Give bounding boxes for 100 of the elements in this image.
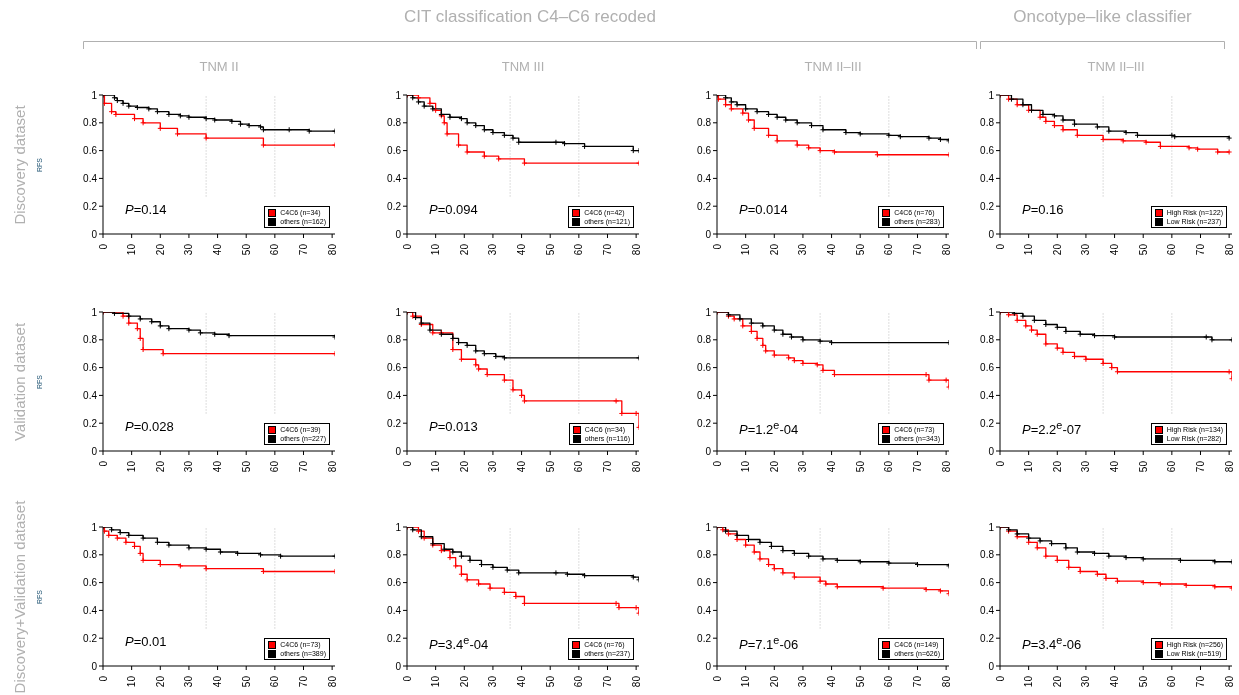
x-tick-label: 10 bbox=[1023, 243, 1035, 256]
x-tick-label: 40 bbox=[1109, 675, 1121, 688]
x-tick-label: 50 bbox=[1137, 460, 1149, 473]
y-tick-label: 0.2 bbox=[387, 632, 402, 644]
x-tick-label: 80 bbox=[1223, 243, 1235, 256]
x-tick-label: 0 bbox=[401, 675, 413, 682]
x-tick-label: 80 bbox=[940, 243, 952, 256]
y-tick-label: 0.4 bbox=[697, 604, 712, 616]
x-tick-label: 70 bbox=[601, 243, 613, 256]
x-tick-label: 30 bbox=[183, 243, 195, 256]
y-tick-label: 0.6 bbox=[697, 145, 712, 157]
x-tick-label: 20 bbox=[154, 675, 166, 688]
x-tick-label: 50 bbox=[240, 243, 252, 256]
y-tick-label: 0 bbox=[91, 445, 98, 457]
x-tick-label: 10 bbox=[126, 675, 138, 688]
y-tick-label: 0.4 bbox=[697, 172, 712, 184]
y-tick-label: 0 bbox=[395, 660, 402, 672]
y-tick-label: 1 bbox=[91, 89, 98, 101]
x-tick-label: 50 bbox=[544, 243, 556, 256]
y-tick-label: 0.6 bbox=[387, 577, 402, 589]
x-tick-label: 60 bbox=[269, 460, 281, 473]
y-tick-label: 0.2 bbox=[980, 632, 995, 644]
chart-title: TNM III bbox=[501, 59, 545, 74]
y-tick-label: 0 bbox=[705, 228, 712, 240]
y-tick-label: 0.4 bbox=[387, 604, 402, 616]
x-tick-label: 60 bbox=[883, 243, 895, 256]
x-tick-label: 60 bbox=[883, 460, 895, 473]
y-tick-label: 1 bbox=[395, 89, 402, 101]
annotation: P=2.2$^{e}$-07 bbox=[1022, 419, 1082, 438]
annotation: P=0.094 bbox=[429, 202, 478, 217]
y-tick-label: 0 bbox=[988, 228, 995, 240]
y-tick-label: 0.2 bbox=[83, 200, 98, 212]
x-tick-label: 50 bbox=[854, 675, 866, 688]
y-tick-label: 0.6 bbox=[387, 362, 402, 374]
x-tick-label: 40 bbox=[1109, 460, 1121, 473]
y-tick-label: 0.6 bbox=[980, 362, 995, 374]
x-tick-label: 80 bbox=[326, 243, 338, 256]
x-tick-label: 30 bbox=[797, 243, 809, 256]
x-tick-label: 30 bbox=[487, 675, 499, 688]
x-tick-label: 70 bbox=[911, 243, 923, 256]
annotation: P=0.01 bbox=[125, 634, 167, 649]
y-tick-label: 1 bbox=[988, 306, 995, 318]
annotation: P=0.14 bbox=[125, 202, 167, 217]
x-tick-label: 0 bbox=[401, 460, 413, 467]
y-tick-label: 0.8 bbox=[697, 117, 712, 129]
x-tick-label: 20 bbox=[768, 460, 780, 473]
x-tick-label: 80 bbox=[630, 460, 642, 473]
y-tick-label: 0 bbox=[395, 228, 402, 240]
x-tick-label: 40 bbox=[516, 460, 528, 473]
x-tick-label: 10 bbox=[126, 460, 138, 473]
x-tick-label: 80 bbox=[1223, 460, 1235, 473]
y-tick-label: 0.4 bbox=[697, 389, 712, 401]
x-tick-label: 80 bbox=[630, 243, 642, 256]
y-tick-label: 0.6 bbox=[980, 577, 995, 589]
y-tick-label: 0.6 bbox=[83, 362, 98, 374]
x-tick-label: 10 bbox=[430, 460, 442, 473]
x-tick-label: 40 bbox=[826, 243, 838, 256]
x-tick-label: 20 bbox=[154, 460, 166, 473]
x-tick-label: 50 bbox=[240, 675, 252, 688]
y-tick-label: 0.8 bbox=[83, 334, 98, 346]
x-tick-label: 70 bbox=[601, 460, 613, 473]
chart-title: TNM II–III bbox=[804, 59, 862, 74]
y-tick-label: 0.2 bbox=[980, 417, 995, 429]
x-tick-label: 60 bbox=[269, 243, 281, 256]
text: Validation dataset bbox=[10, 322, 28, 441]
x-tick-label: 80 bbox=[326, 675, 338, 688]
y-tick-label: 1 bbox=[395, 521, 402, 533]
x-tick-label: 10 bbox=[1023, 460, 1035, 473]
x-tick-label: 30 bbox=[487, 460, 499, 473]
x-tick-label: 0 bbox=[401, 243, 413, 250]
y-tick-label: 0.4 bbox=[83, 604, 98, 616]
x-tick-label: 0 bbox=[994, 243, 1006, 250]
x-tick-label: 30 bbox=[487, 243, 499, 256]
text: Oncotype–like classifier bbox=[1013, 7, 1192, 26]
y-tick-label: 0.8 bbox=[387, 117, 402, 129]
annotation: P=0.013 bbox=[429, 419, 478, 434]
x-tick-label: 50 bbox=[854, 243, 866, 256]
x-tick-label: 80 bbox=[1223, 675, 1235, 688]
x-tick-label: 10 bbox=[430, 243, 442, 256]
x-tick-label: 0 bbox=[711, 460, 723, 467]
y-tick-label: 0.8 bbox=[980, 334, 995, 346]
y-tick-label: 0.8 bbox=[83, 117, 98, 129]
x-tick-label: 10 bbox=[740, 460, 752, 473]
y-tick-label: 1 bbox=[395, 306, 402, 318]
y-tick-label: 0.4 bbox=[83, 389, 98, 401]
y-tick-label: 0.2 bbox=[387, 200, 402, 212]
x-tick-label: 20 bbox=[768, 243, 780, 256]
x-tick-label: 10 bbox=[126, 243, 138, 256]
y-tick-label: 0.6 bbox=[697, 362, 712, 374]
x-tick-label: 30 bbox=[183, 460, 195, 473]
x-tick-label: 20 bbox=[458, 243, 470, 256]
x-tick-label: 20 bbox=[1051, 675, 1063, 688]
y-tick-label: 0.4 bbox=[980, 604, 995, 616]
x-tick-label: 70 bbox=[911, 675, 923, 688]
x-tick-label: 80 bbox=[630, 675, 642, 688]
text: Discovery+Validation dataset bbox=[10, 500, 28, 693]
x-tick-label: 60 bbox=[1166, 460, 1178, 473]
x-tick-label: 50 bbox=[1137, 675, 1149, 688]
text: CIT classification C4–C6 recoded bbox=[404, 7, 656, 26]
x-tick-label: 20 bbox=[154, 243, 166, 256]
